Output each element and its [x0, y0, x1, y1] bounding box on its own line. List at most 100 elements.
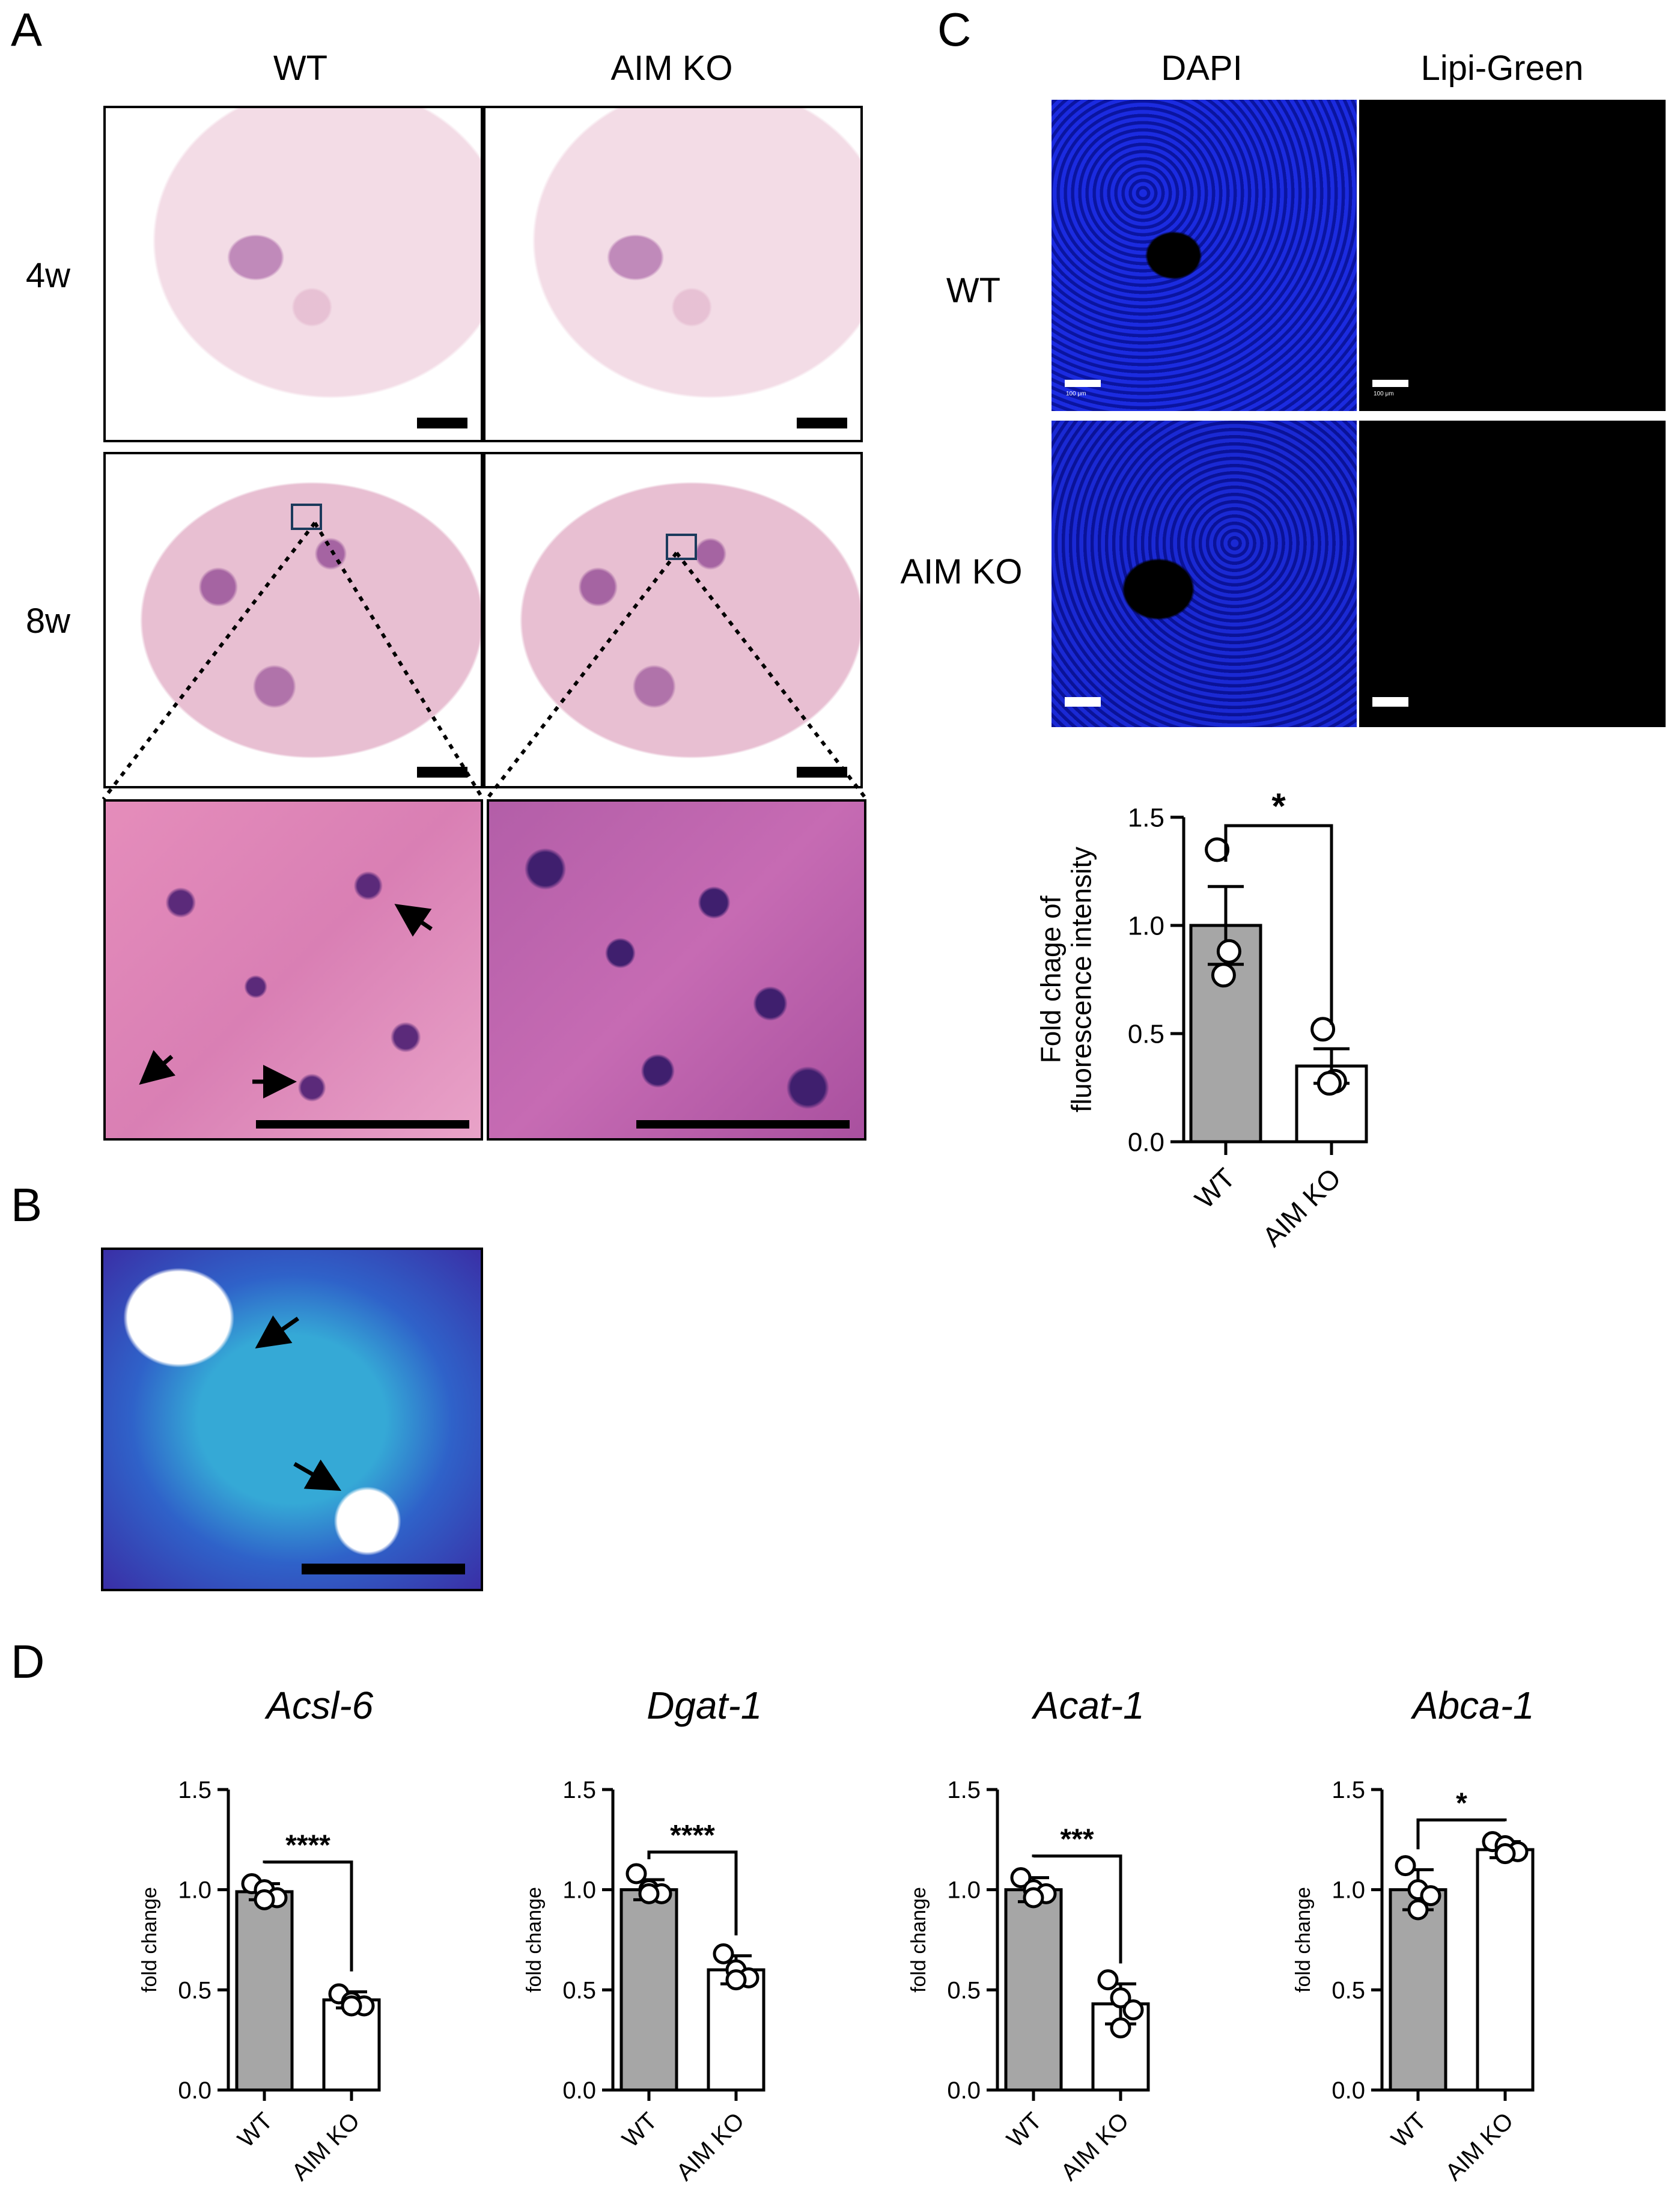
x-tick-label: WT	[1188, 1162, 1241, 1214]
scale-bar	[417, 767, 467, 778]
data-point	[1110, 2017, 1131, 2039]
fluorescence-bar-chart: 0.0 0.5 1.0 1.5 Fold chage offluorescence in…	[1035, 786, 1368, 1253]
y-axis-label: fold change	[138, 1887, 161, 1993]
data-point	[1216, 939, 1241, 964]
scale-bar	[1372, 380, 1408, 387]
x-tick-label: WT	[1386, 2107, 1431, 2153]
zoom-connector-line	[102, 522, 317, 800]
data-point	[1211, 963, 1236, 988]
y-tick-label: 0.0	[1128, 1127, 1164, 1157]
chart-title: Dgat-1	[647, 1684, 762, 1727]
y-tick-label: 0.5	[562, 1977, 596, 2003]
row-label-8w: 8w	[25, 602, 71, 641]
panel-a-label: A	[11, 3, 43, 56]
data-point	[254, 1889, 275, 1910]
x-tick-label: AIM KO	[1440, 2107, 1518, 2186]
data-point	[625, 1863, 647, 1885]
y-tick-label: 1.5	[947, 1777, 981, 1803]
scale-bar	[1372, 697, 1408, 707]
panel-b-label: B	[11, 1178, 43, 1231]
scale-bar	[797, 418, 847, 428]
lung-he-image-ko-4w	[483, 106, 863, 442]
y-tick-label: 0.0	[178, 2077, 212, 2104]
chart-title: Acsl-6	[264, 1684, 373, 1727]
data-point	[638, 1883, 660, 1904]
bar-wt	[619, 1888, 678, 2092]
scale-bar	[1065, 697, 1101, 707]
lipi-green-image-wt: 100 μm	[1359, 100, 1666, 411]
y-tick-label: 0.0	[562, 2077, 596, 2104]
y-tick-label: 1.5	[178, 1777, 212, 1803]
x-tick-label: AIM KO	[1256, 1162, 1347, 1253]
scale-bar	[797, 767, 847, 778]
zoom-connector-line	[675, 552, 868, 800]
x-tick-label: AIM KO	[671, 2107, 749, 2186]
data-point	[1395, 1855, 1416, 1877]
zoom-region-box	[291, 504, 322, 530]
y-axis-label: fold change	[1292, 1887, 1315, 1993]
x-tick-label: WT	[1002, 2107, 1047, 2153]
data-point	[713, 1943, 734, 1964]
y-tick-label: 1.0	[1128, 911, 1164, 940]
column-label-wt: WT	[273, 49, 328, 88]
significance-label: *	[1271, 786, 1286, 826]
bar-wt	[1389, 1888, 1447, 2092]
data-point	[1407, 1899, 1429, 1921]
acsl6-bar-chart: Acsl-6 0.0 0.5 1.0 1.5 fold change WT AIM KO ***…	[138, 1684, 381, 2186]
he-zoom-image-ko	[487, 799, 866, 1141]
significance-bracket	[263, 1860, 353, 1972]
scale-bar	[417, 418, 467, 428]
panel-a-overlay	[102, 522, 868, 1098]
y-tick-label: 1.0	[1332, 1877, 1365, 1904]
data-point	[341, 1995, 362, 2017]
column-label-lipi-green: Lipi-Green	[1420, 49, 1584, 88]
y-tick-label: 1.5	[1332, 1777, 1365, 1803]
scale-bar	[302, 1564, 465, 1574]
chart-title: Acat-1	[1031, 1684, 1145, 1727]
arrow-icon	[293, 1459, 342, 1491]
zoom-region-box	[666, 534, 697, 560]
x-tick-label: AIM KO	[287, 2107, 365, 2186]
column-label-aim-ko: AIM KO	[610, 49, 733, 88]
significance-bracket	[1416, 1818, 1507, 1850]
significance-label: ****	[670, 1820, 715, 1851]
data-point	[1310, 1017, 1336, 1042]
arrow-icon	[139, 1050, 176, 1085]
scale-bar-label: 100 μm	[1066, 391, 1086, 397]
scale-bar	[636, 1120, 850, 1129]
y-axis-label: fold change	[907, 1887, 930, 1993]
significance-label: ****	[285, 1830, 330, 1862]
arrow-icon	[255, 1315, 300, 1349]
scale-bar	[1065, 380, 1101, 387]
panel-d-label: D	[11, 1635, 45, 1688]
data-point	[1316, 1071, 1342, 1096]
significance-bracket	[647, 1850, 738, 1936]
y-tick-label: 0.5	[1332, 1977, 1365, 2003]
data-point	[1097, 1969, 1119, 1991]
y-tick-label: 1.5	[562, 1777, 596, 1803]
y-tick-label: 0.0	[1332, 2077, 1365, 2104]
y-tick-label: 0.5	[178, 1977, 212, 2003]
y-axis-label: Fold chage offluorescence intensity	[1035, 847, 1097, 1112]
scale-bar-label: 100 μm	[1374, 391, 1394, 397]
data-point	[1205, 837, 1230, 862]
y-tick-label: 1.0	[562, 1877, 596, 1904]
data-point	[725, 1969, 747, 1991]
data-point	[1010, 1867, 1032, 1889]
significance-label: *	[1456, 1788, 1467, 1820]
lung-he-image-wt-4w	[103, 106, 483, 442]
x-tick-label: WT	[617, 2107, 662, 2153]
lung-he-image-ko-8w	[483, 452, 863, 788]
data-point	[1420, 1885, 1441, 1907]
zoom-connector-line	[485, 552, 678, 800]
row-label-aim-ko: AIM KO	[900, 552, 1023, 591]
y-tick-label: 0.5	[947, 1977, 981, 2003]
acat1-bar-chart: Acat-1 0.0 0.5 1.0 1.5 fold change WT AIM KO ***	[907, 1684, 1150, 2186]
dgat1-bar-chart: Dgat-1 0.0 0.5 1.0 1.5 fold change WT AIM KO ***…	[523, 1684, 765, 2186]
bar-wt	[235, 1890, 294, 2092]
abca1-bar-chart: Abca-1 0.0 0.5 1.0 1.5 fold change WT AIM KO *	[1292, 1684, 1535, 2186]
y-tick-label: 0.5	[1128, 1019, 1164, 1049]
data-point	[1122, 1999, 1144, 2021]
data-point	[1023, 1887, 1044, 1909]
arrow-icon	[394, 904, 433, 937]
